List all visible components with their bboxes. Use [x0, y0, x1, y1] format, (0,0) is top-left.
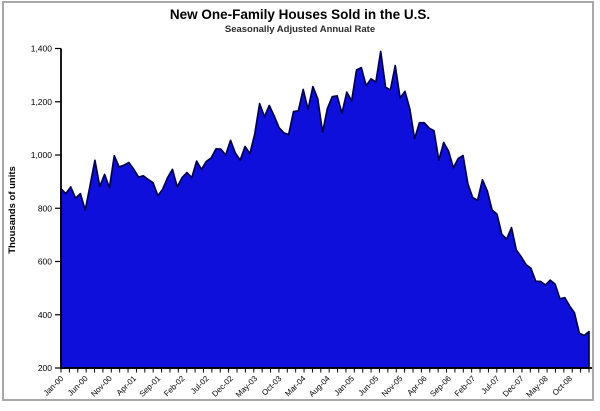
y-tick-label: 1,200 [31, 97, 53, 107]
x-tick-label: Nov-00 [89, 374, 114, 399]
chart-subtitle: Seasonally Adjusted Annual Rate [224, 24, 376, 35]
x-tick-label: Jan-05 [332, 374, 356, 398]
x-tick-label: Nov-05 [380, 374, 405, 399]
y-axis-tick-labels: 200 400 600 800 1,000 1,200 1,400 [31, 44, 53, 374]
x-tick-label: Oct-08 [551, 374, 575, 398]
x-axis-tick-labels: Jan-00 Jun-00 Nov-00 Apr-01 Sep-01 Feb-02 Jul-… [42, 374, 575, 400]
x-tick-label: Feb-02 [162, 374, 187, 399]
x-tick-label: Mar-04 [283, 374, 308, 399]
x-tick-label: May-03 [234, 374, 260, 400]
x-tick-label: Dec-02 [210, 374, 235, 399]
y-tick-label: 1,000 [31, 150, 53, 160]
x-tick-label: Jun-00 [66, 374, 90, 398]
y-axis-title: Thousands of units [7, 166, 18, 254]
y-tick-label: 1,400 [31, 44, 53, 54]
x-tick-label: Apr-06 [405, 374, 429, 398]
area-series [60, 50, 590, 369]
y-tick-label: 200 [38, 363, 52, 373]
y-tick-label: 400 [38, 310, 52, 320]
x-tick-label: Apr-01 [115, 374, 139, 398]
x-tick-label: Jul-07 [480, 374, 502, 396]
y-axis [55, 47, 62, 369]
x-tick-label: Jan-00 [42, 374, 66, 398]
y-axis-title-text: Thousands of units [7, 166, 18, 254]
x-tick-label: Sep-01 [138, 374, 163, 399]
x-tick-label: Sep-06 [428, 374, 453, 399]
chart-title: New One-Family Houses Sold in the U.S. [169, 7, 431, 22]
x-tick-label: Oct-03 [260, 374, 284, 398]
houses-sold-area [60, 50, 590, 369]
x-tick-label: May-08 [525, 374, 551, 400]
y-tick-label: 800 [38, 203, 52, 213]
y-tick-label: 600 [38, 257, 52, 267]
x-tick-label: Aug-04 [307, 374, 332, 399]
x-axis [60, 367, 592, 373]
x-tick-label: Dec-07 [501, 374, 526, 399]
x-tick-label: Feb-07 [453, 374, 478, 399]
x-tick-label: Jun-05 [357, 374, 381, 398]
x-tick-label: Jul-02 [189, 374, 211, 396]
